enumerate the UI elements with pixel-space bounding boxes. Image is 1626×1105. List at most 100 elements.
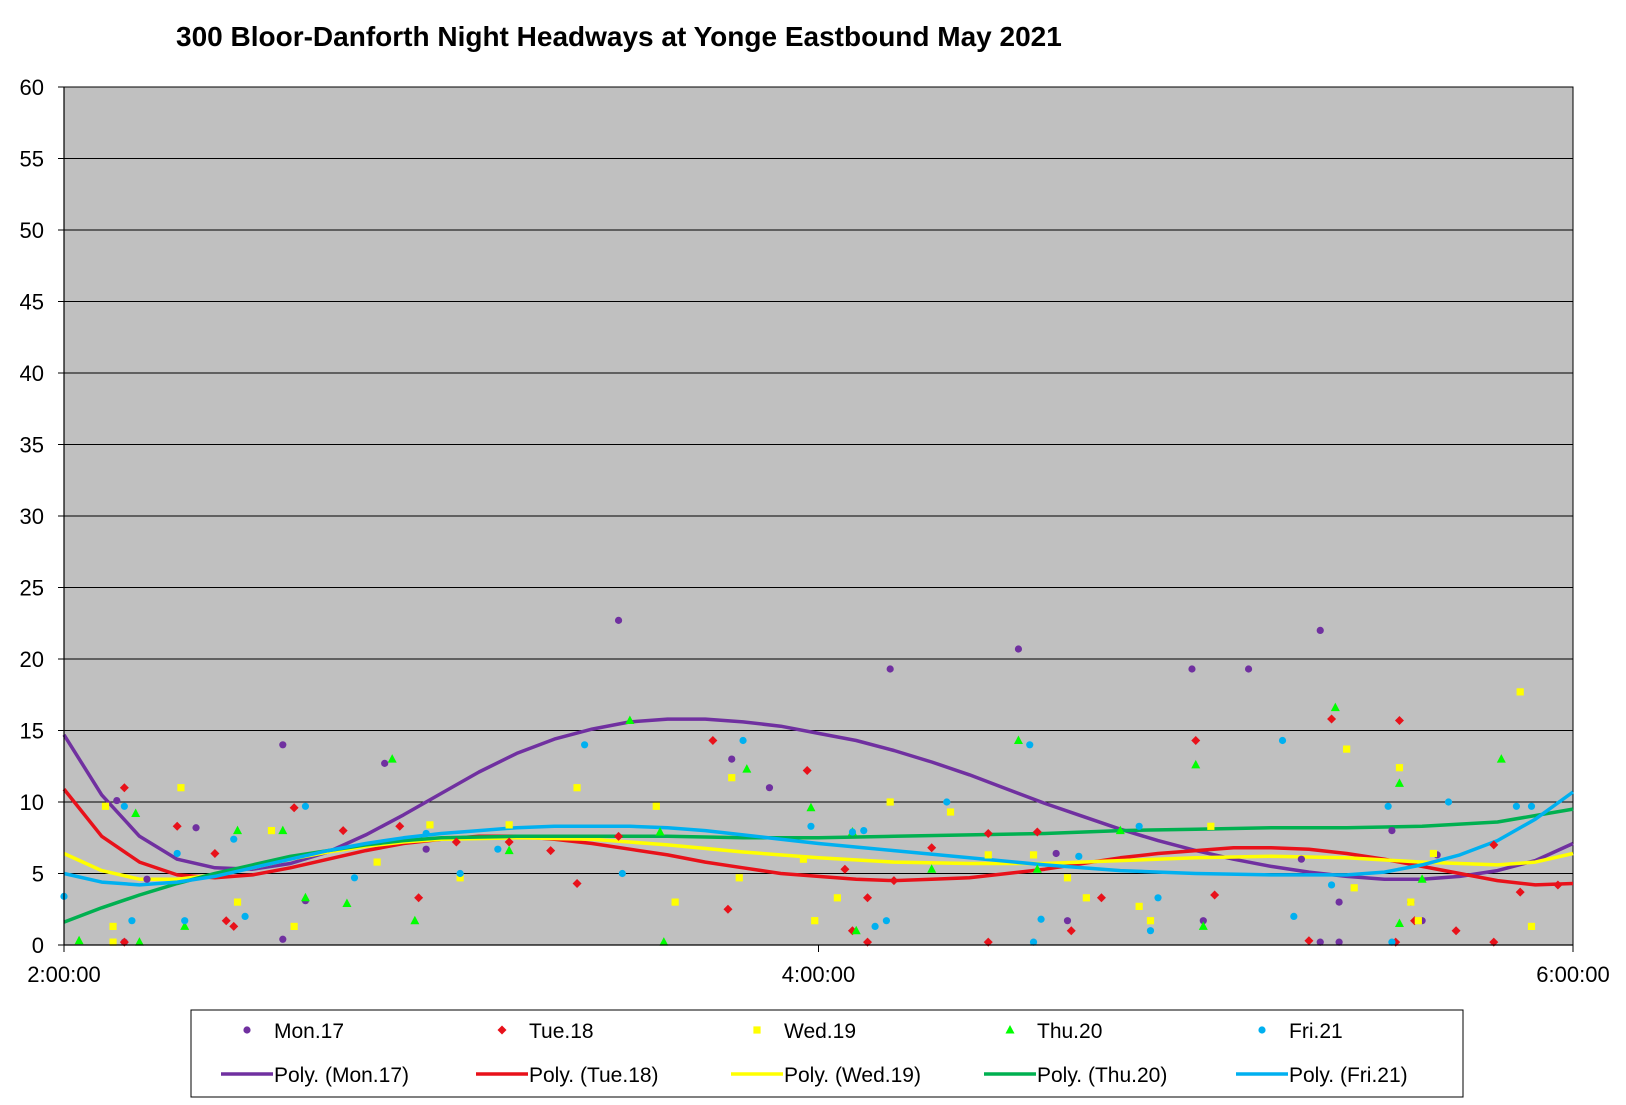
y-tick-label: 45 [20, 290, 44, 315]
data-point [614, 831, 624, 841]
data-point [1496, 754, 1506, 763]
data-point [1350, 884, 1358, 892]
data-point [1444, 798, 1453, 806]
y-tick-label: 10 [20, 790, 44, 815]
y-tick-label: 0 [32, 933, 44, 958]
data-point [1304, 936, 1314, 946]
data-point [1063, 874, 1072, 882]
data-point [655, 827, 665, 836]
data-point [1335, 898, 1343, 906]
data-point [456, 874, 464, 882]
data-point [1199, 917, 1207, 925]
data-point [863, 893, 873, 903]
legend: Mon.17 Tue.18 Wed.19 Thu.20 Fri.21 Poly. (Mon… [190, 1009, 1464, 1098]
data-point [387, 754, 397, 763]
data-point [210, 848, 220, 858]
data-point [863, 937, 873, 947]
y-tick-label: 20 [20, 647, 44, 672]
legend-label-poly-fri-21: Poly. (Fri.21) [1289, 1064, 1408, 1087]
data-point [338, 826, 348, 836]
series-wed-19 [101, 688, 1536, 946]
data-point [101, 802, 110, 810]
data-point [860, 827, 868, 835]
trendline-poly-thu-20 [63, 807, 1574, 924]
data-point [886, 665, 894, 673]
data-point [984, 851, 992, 859]
data-point [618, 869, 626, 878]
data-point [143, 875, 151, 883]
y-tick-label: 5 [32, 862, 44, 887]
data-point [1290, 912, 1298, 921]
data-point [1115, 825, 1125, 835]
data-point [735, 874, 743, 882]
data-point [279, 741, 287, 749]
data-point [180, 921, 190, 930]
data-point [728, 755, 736, 763]
y-tick-label: 60 [20, 75, 44, 100]
data-point [241, 912, 249, 921]
data-point [1316, 938, 1324, 946]
data-point [1063, 917, 1072, 925]
data-point [1384, 802, 1392, 810]
data-point [1029, 938, 1038, 946]
data-point [659, 937, 669, 946]
data-point [1146, 917, 1155, 925]
data-point [1335, 938, 1343, 946]
data-point [1394, 715, 1404, 725]
y-tick-label: 25 [20, 576, 44, 601]
data-point [1029, 851, 1038, 859]
data-point [671, 898, 679, 906]
legend-label-poly-wed-19: Poly. (Wed.19) [784, 1064, 921, 1087]
data-point [192, 824, 200, 832]
data-point [1154, 894, 1162, 902]
data-point [504, 845, 514, 855]
data-point [422, 829, 430, 838]
legend-marker-wed-19 [753, 1026, 761, 1034]
data-point [1429, 849, 1438, 858]
data-point [1013, 735, 1023, 745]
data-point [1527, 802, 1536, 810]
data-point [350, 874, 359, 882]
data-point [1191, 736, 1201, 746]
data-point [1082, 894, 1090, 902]
data-point [1343, 745, 1351, 753]
data-point [708, 736, 718, 746]
data-point [546, 846, 556, 856]
series-fri-21 [60, 736, 1536, 946]
data-point [131, 808, 141, 817]
data-point [505, 821, 513, 829]
data-point [625, 715, 635, 724]
data-point [840, 864, 850, 874]
data-point [279, 935, 287, 943]
legend-marker-tue-18 [497, 1025, 507, 1035]
data-point [742, 764, 752, 773]
legend-label-mon-17: Mon.17 [274, 1020, 344, 1043]
data-point [572, 879, 582, 889]
data-point [889, 876, 899, 886]
data-point [723, 904, 733, 914]
data-point [381, 759, 389, 767]
data-point [172, 821, 182, 831]
data-point [807, 822, 815, 830]
data-point [267, 827, 276, 835]
data-point [983, 937, 993, 947]
data-point [1096, 893, 1106, 903]
data-point [278, 825, 288, 835]
data-point [109, 922, 117, 931]
data-point [1198, 921, 1208, 930]
data-point [1512, 802, 1521, 810]
data-point [1327, 881, 1336, 889]
data-point [1330, 702, 1340, 712]
data-point [1032, 864, 1042, 873]
legend-label-fri-21: Fri.21 [1289, 1020, 1343, 1043]
trendline-poly-fri-21 [63, 790, 1575, 887]
data-point [173, 849, 181, 858]
data-point [109, 938, 117, 946]
data-point [1388, 827, 1396, 835]
data-point [426, 821, 434, 829]
data-point [233, 825, 243, 835]
data-point [289, 803, 299, 813]
data-point [1489, 937, 1499, 947]
data-point [802, 766, 812, 776]
data-point [177, 784, 185, 792]
